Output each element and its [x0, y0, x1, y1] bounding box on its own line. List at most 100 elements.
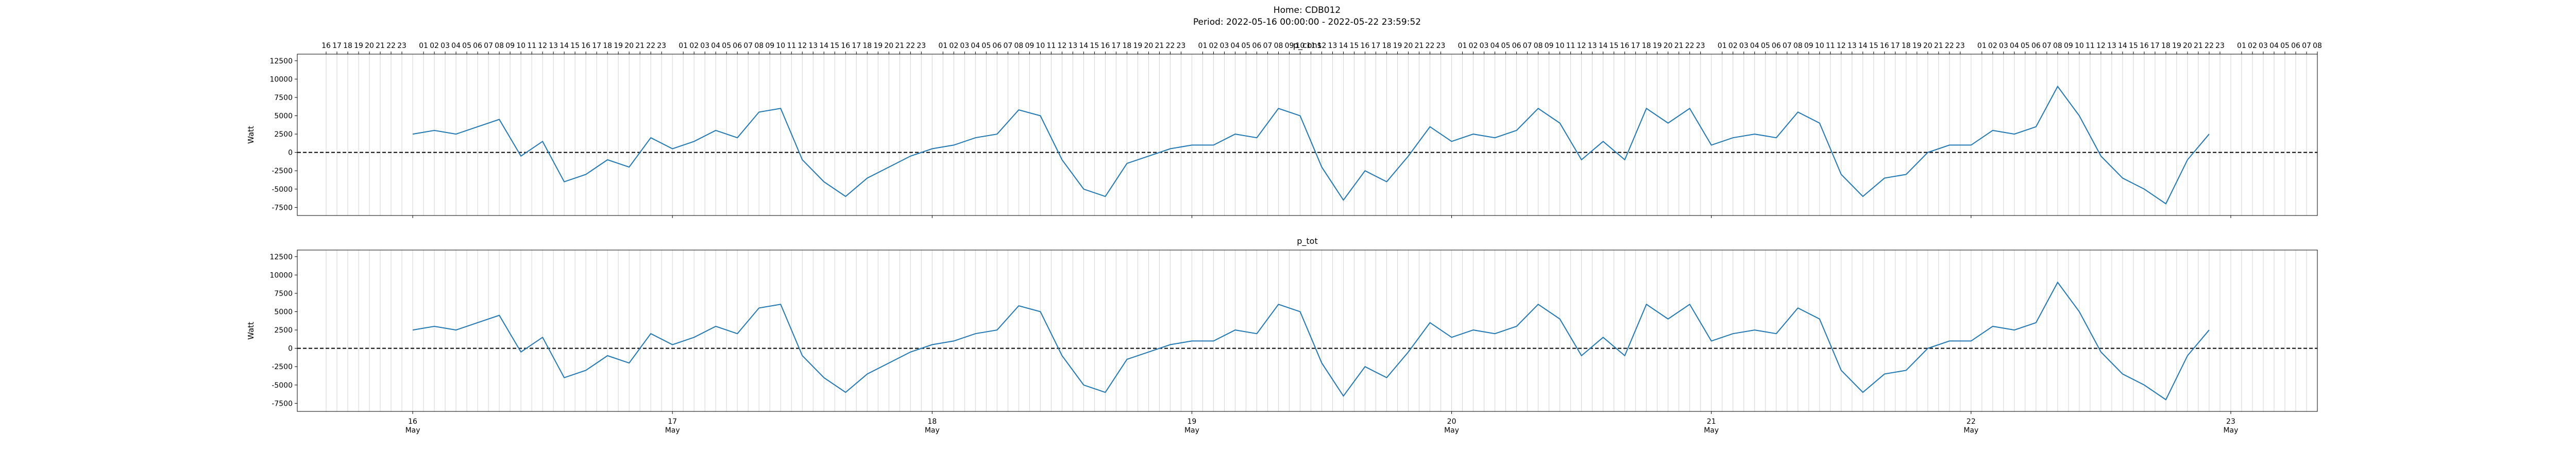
x2-tick-label: 05: [2280, 42, 2290, 50]
x2-tick-label: 19: [873, 42, 883, 50]
y-tick-label: 10000: [269, 75, 293, 84]
x2-tick-label: 12: [2096, 42, 2106, 50]
x2-tick-label: 06: [2291, 42, 2300, 50]
x2-tick-label: 14: [1599, 42, 1608, 50]
x2-tick-label: 22: [1945, 42, 1954, 50]
x2-tick-label: 21: [635, 42, 645, 50]
x2-tick-label: 19: [1133, 42, 1143, 50]
x2-tick-label: 20: [624, 42, 634, 50]
x2-tick-label: 09: [1025, 42, 1034, 50]
x2-tick-label: 04: [2269, 42, 2279, 50]
x2-tick-label: 10: [516, 42, 526, 50]
x2-tick-label: 15: [1609, 42, 1619, 50]
x2-tick-label: 23: [1436, 42, 1446, 50]
x2-tick-label: 17: [1371, 42, 1381, 50]
x2-tick-label: 12: [1317, 42, 1327, 50]
figure-subtitle: Period: 2022-05-16 00:00:00 - 2022-05-22…: [1193, 17, 1421, 27]
x2-tick-label: 04: [1750, 42, 1759, 50]
x2-tick-label: 05: [722, 42, 731, 50]
y-tick-label: -5000: [272, 186, 293, 194]
x2-tick-label: 02: [1728, 42, 1738, 50]
x2-tick-label: 19: [354, 42, 363, 50]
x2-tick-label: 03: [1739, 42, 1749, 50]
x2-tick-label: 10: [1815, 42, 1824, 50]
x2-tick-label: 23: [1696, 42, 1705, 50]
x2-tick-label: 07: [1003, 42, 1012, 50]
x2-tick-label: 01: [1198, 42, 1208, 50]
y-tick-label: 5000: [274, 308, 293, 317]
x2-tick-label: 14: [1079, 42, 1088, 50]
x2-tick-label: 22: [1166, 42, 1175, 50]
x2-tick-label: 22: [906, 42, 915, 50]
y-axis-label: Watt: [246, 322, 256, 340]
x2-tick-label: 05: [2021, 42, 2030, 50]
y-tick-label: 7500: [274, 290, 293, 298]
x2-tick-label: 08: [2313, 42, 2322, 50]
x2-tick-label: 08: [1014, 42, 1023, 50]
x2-tick-label: 15: [1869, 42, 1878, 50]
x2-tick-label: 06: [1252, 42, 1262, 50]
x2-tick-label: 01: [1458, 42, 1467, 50]
x2-tick-label: 17: [592, 42, 601, 50]
x2-tick-label: 03: [1999, 42, 2008, 50]
x2-tick-label: 08: [754, 42, 764, 50]
x2-tick-label: 23: [2215, 42, 2225, 50]
y-tick-label: 2500: [274, 326, 293, 335]
x2-tick-label: 11: [787, 42, 796, 50]
y-tick-label: -2500: [272, 167, 293, 175]
x2-tick-label: 01: [2237, 42, 2246, 50]
x2-tick-label: 10: [1555, 42, 1565, 50]
x2-tick-label: 07: [484, 42, 493, 50]
x2-tick-label: 04: [451, 42, 461, 50]
x2-tick-label: 11: [1046, 42, 1056, 50]
x2-tick-label: 21: [1415, 42, 1424, 50]
x2-tick-label: 10: [2075, 42, 2084, 50]
subplot-title: p_tot: [1297, 236, 1318, 246]
x2-tick-label: 18: [1642, 42, 1651, 50]
x2-tick-label: 03: [440, 42, 450, 50]
x2-tick-label: 16: [2140, 42, 2149, 50]
x2-tick-label: 22: [386, 42, 396, 50]
x2-tick-label: 18: [603, 42, 612, 50]
x2-tick-label: 20: [2183, 42, 2192, 50]
x2-tick-label: 03: [1220, 42, 1229, 50]
x2-tick-label: 09: [505, 42, 515, 50]
x2-tick-label: 18: [1122, 42, 1131, 50]
x2-tick-label: 14: [1858, 42, 1868, 50]
x2-tick-label: 01: [419, 42, 428, 50]
subplot-title: p_cons: [1293, 40, 1321, 51]
y-tick-label: -7500: [272, 400, 293, 408]
x2-tick-label: 13: [1068, 42, 1077, 50]
x2-tick-label: 11: [527, 42, 536, 50]
x2-tick-label: 09: [2064, 42, 2073, 50]
x2-tick-label: 20: [884, 42, 893, 50]
x2-tick-label: 23: [1177, 42, 1186, 50]
x2-tick-label: 02: [1469, 42, 1478, 50]
x2-tick-label: 20: [1404, 42, 1413, 50]
x2-tick-label: 09: [1804, 42, 1814, 50]
y-tick-label: -2500: [272, 363, 293, 371]
x2-tick-label: 21: [376, 42, 385, 50]
x2-tick-label: 23: [657, 42, 666, 50]
x2-tick-label: 04: [1231, 42, 1240, 50]
x2-tick-label: 20: [365, 42, 374, 50]
x-tick-label: 22 May: [1963, 418, 1978, 435]
x2-tick-label: 17: [1891, 42, 1900, 50]
x-tick-label: 20 May: [1444, 418, 1459, 435]
x-tick-label: 16 May: [405, 418, 420, 435]
x2-tick-label: 06: [473, 42, 482, 50]
x2-tick-label: 13: [1328, 42, 1337, 50]
x2-tick-label: 04: [711, 42, 720, 50]
x2-tick-label: 19: [1653, 42, 1662, 50]
x2-tick-label: 17: [332, 42, 342, 50]
y-tick-label: -5000: [272, 382, 293, 390]
x2-tick-label: 01: [938, 42, 947, 50]
x2-tick-label: 07: [1523, 42, 1532, 50]
data-line: [412, 85, 2210, 205]
x2-tick-label: 15: [1090, 42, 1099, 50]
axes-frame: [297, 250, 2318, 412]
x2-tick-label: 18: [343, 42, 352, 50]
x2-tick-label: 12: [798, 42, 807, 50]
x2-tick-label: 11: [1826, 42, 1835, 50]
x2-tick-label: 02: [1209, 42, 1218, 50]
